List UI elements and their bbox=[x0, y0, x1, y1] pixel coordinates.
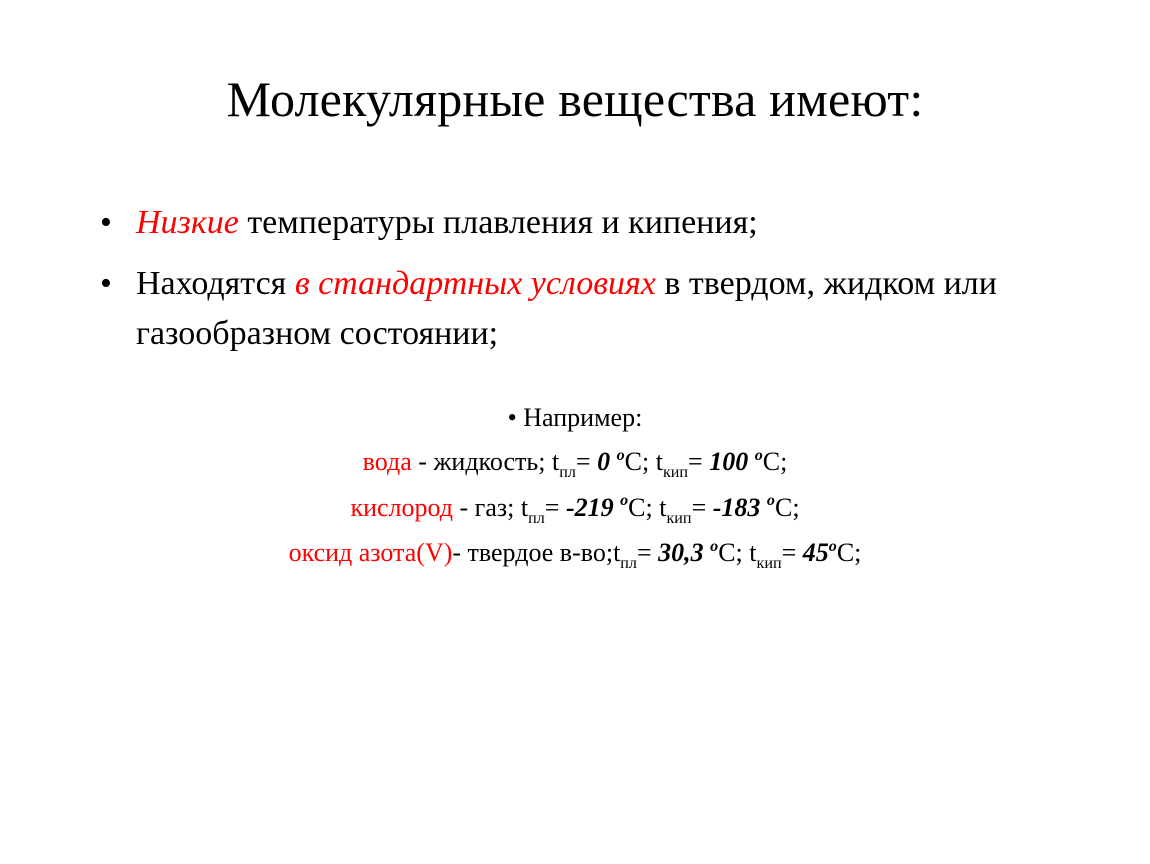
water-sep: ; bbox=[642, 447, 656, 476]
water-name: вода bbox=[363, 447, 412, 476]
oxygen-tpl-val: -219 bbox=[566, 493, 620, 522]
n2o5-tpl-sub: пл bbox=[620, 555, 637, 572]
n2o5-tkip-sub: кип bbox=[757, 555, 782, 572]
water-deg-c2: C bbox=[763, 447, 780, 476]
n2o5-eq2: = bbox=[782, 538, 803, 567]
bullet-2-accent: в стандартных условиях bbox=[295, 265, 656, 302]
examples-header-line: Например: bbox=[80, 396, 1070, 440]
water-tkip-t: t bbox=[656, 447, 663, 476]
oxygen-deg-o2: o bbox=[767, 492, 775, 509]
bullet-2: Находятся в стандартных условиях в тверд… bbox=[100, 259, 1070, 358]
water-trail: ; bbox=[780, 447, 787, 476]
oxygen-sep: ; bbox=[646, 493, 660, 522]
n2o5-eq1: = bbox=[637, 538, 658, 567]
oxygen-deg-o1: o bbox=[620, 492, 628, 509]
oxygen-deg-c1: C bbox=[628, 493, 645, 522]
bullet-1: Низкие температуры плавления и кипения; bbox=[100, 198, 1070, 247]
oxygen-eq1: = bbox=[545, 493, 566, 522]
slide: Молекулярные вещества имеют: Низкие темп… bbox=[0, 0, 1150, 864]
n2o5-state: - твердое в-во; bbox=[452, 538, 613, 567]
bullet-1-accent: Низкие bbox=[136, 204, 239, 241]
bullet-2-lead: Находятся bbox=[136, 265, 295, 302]
n2o5-deg-o2: o bbox=[829, 538, 837, 555]
water-tpl-val: 0 bbox=[597, 447, 617, 476]
n2o5-tkip-t: t bbox=[749, 538, 756, 567]
n2o5-deg-c2: C bbox=[837, 538, 854, 567]
n2o5-sep: ; bbox=[736, 538, 750, 567]
examples-header: Например: bbox=[508, 396, 643, 440]
oxygen-state: - газ; bbox=[453, 493, 521, 522]
water-deg-o2: o bbox=[755, 447, 763, 464]
water-state: - жидкость; bbox=[412, 447, 552, 476]
oxygen-trail: ; bbox=[792, 493, 799, 522]
example-water: вода - жидкость; tпл= 0 oC; tкип= 100 oC… bbox=[80, 440, 1070, 486]
water-tpl-sub: пл bbox=[559, 464, 576, 481]
n2o5-name: оксид азота(V) bbox=[289, 538, 453, 567]
water-deg-o1: o bbox=[617, 447, 625, 464]
oxygen-name: кислород bbox=[350, 493, 453, 522]
oxygen-tpl-t: t bbox=[521, 493, 528, 522]
bullet-list: Низкие температуры плавления и кипения; … bbox=[80, 198, 1070, 358]
n2o5-tpl-val: 30,3 bbox=[658, 538, 710, 567]
example-oxygen: кислород - газ; tпл= -219 oC; tкип= -183… bbox=[80, 486, 1070, 532]
oxygen-tkip-val: -183 bbox=[713, 493, 767, 522]
oxygen-tpl-sub: пл bbox=[528, 510, 545, 527]
bullet-1-rest: температуры плавления и кипения; bbox=[239, 204, 758, 241]
oxygen-eq2: = bbox=[692, 493, 713, 522]
oxygen-tkip-sub: кип bbox=[666, 510, 691, 527]
slide-title: Молекулярные вещества имеют: bbox=[80, 70, 1070, 128]
water-eq1: = bbox=[576, 447, 597, 476]
n2o5-deg-o1: o bbox=[710, 538, 718, 555]
oxygen-deg-c2: C bbox=[775, 493, 792, 522]
n2o5-tkip-val: 45 bbox=[803, 538, 829, 567]
n2o5-trail: ; bbox=[854, 538, 861, 567]
examples-block: Например: вода - жидкость; tпл= 0 oC; tк… bbox=[80, 396, 1070, 577]
example-n2o5: оксид азота(V)- твердое в-во;tпл= 30,3 o… bbox=[80, 531, 1070, 577]
water-deg-c1: C bbox=[625, 447, 642, 476]
water-tkip-sub: кип bbox=[663, 464, 688, 481]
n2o5-deg-c1: C bbox=[718, 538, 735, 567]
water-eq2: = bbox=[688, 447, 709, 476]
water-tkip-val: 100 bbox=[709, 447, 755, 476]
